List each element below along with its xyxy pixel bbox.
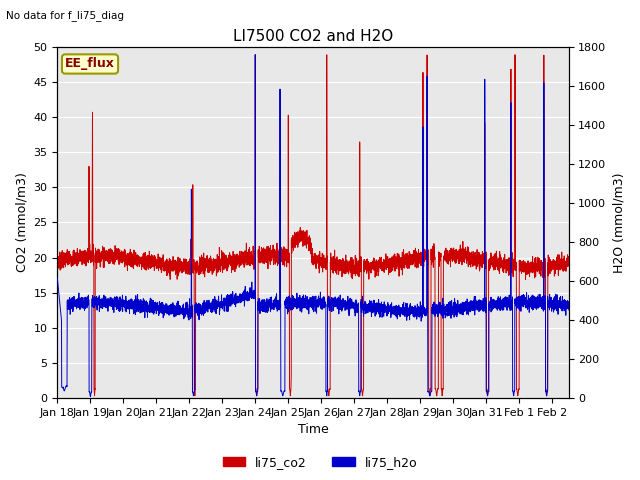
Text: No data for f_li75_diag: No data for f_li75_diag: [6, 10, 124, 21]
Y-axis label: CO2 (mmol/m3): CO2 (mmol/m3): [15, 172, 28, 272]
Title: LI7500 CO2 and H2O: LI7500 CO2 and H2O: [233, 29, 393, 44]
Y-axis label: H2O (mmol/m3): H2O (mmol/m3): [612, 172, 625, 273]
X-axis label: Time: Time: [298, 423, 328, 436]
Legend: li75_co2, li75_h2o: li75_co2, li75_h2o: [218, 451, 422, 474]
Text: EE_flux: EE_flux: [65, 58, 115, 71]
